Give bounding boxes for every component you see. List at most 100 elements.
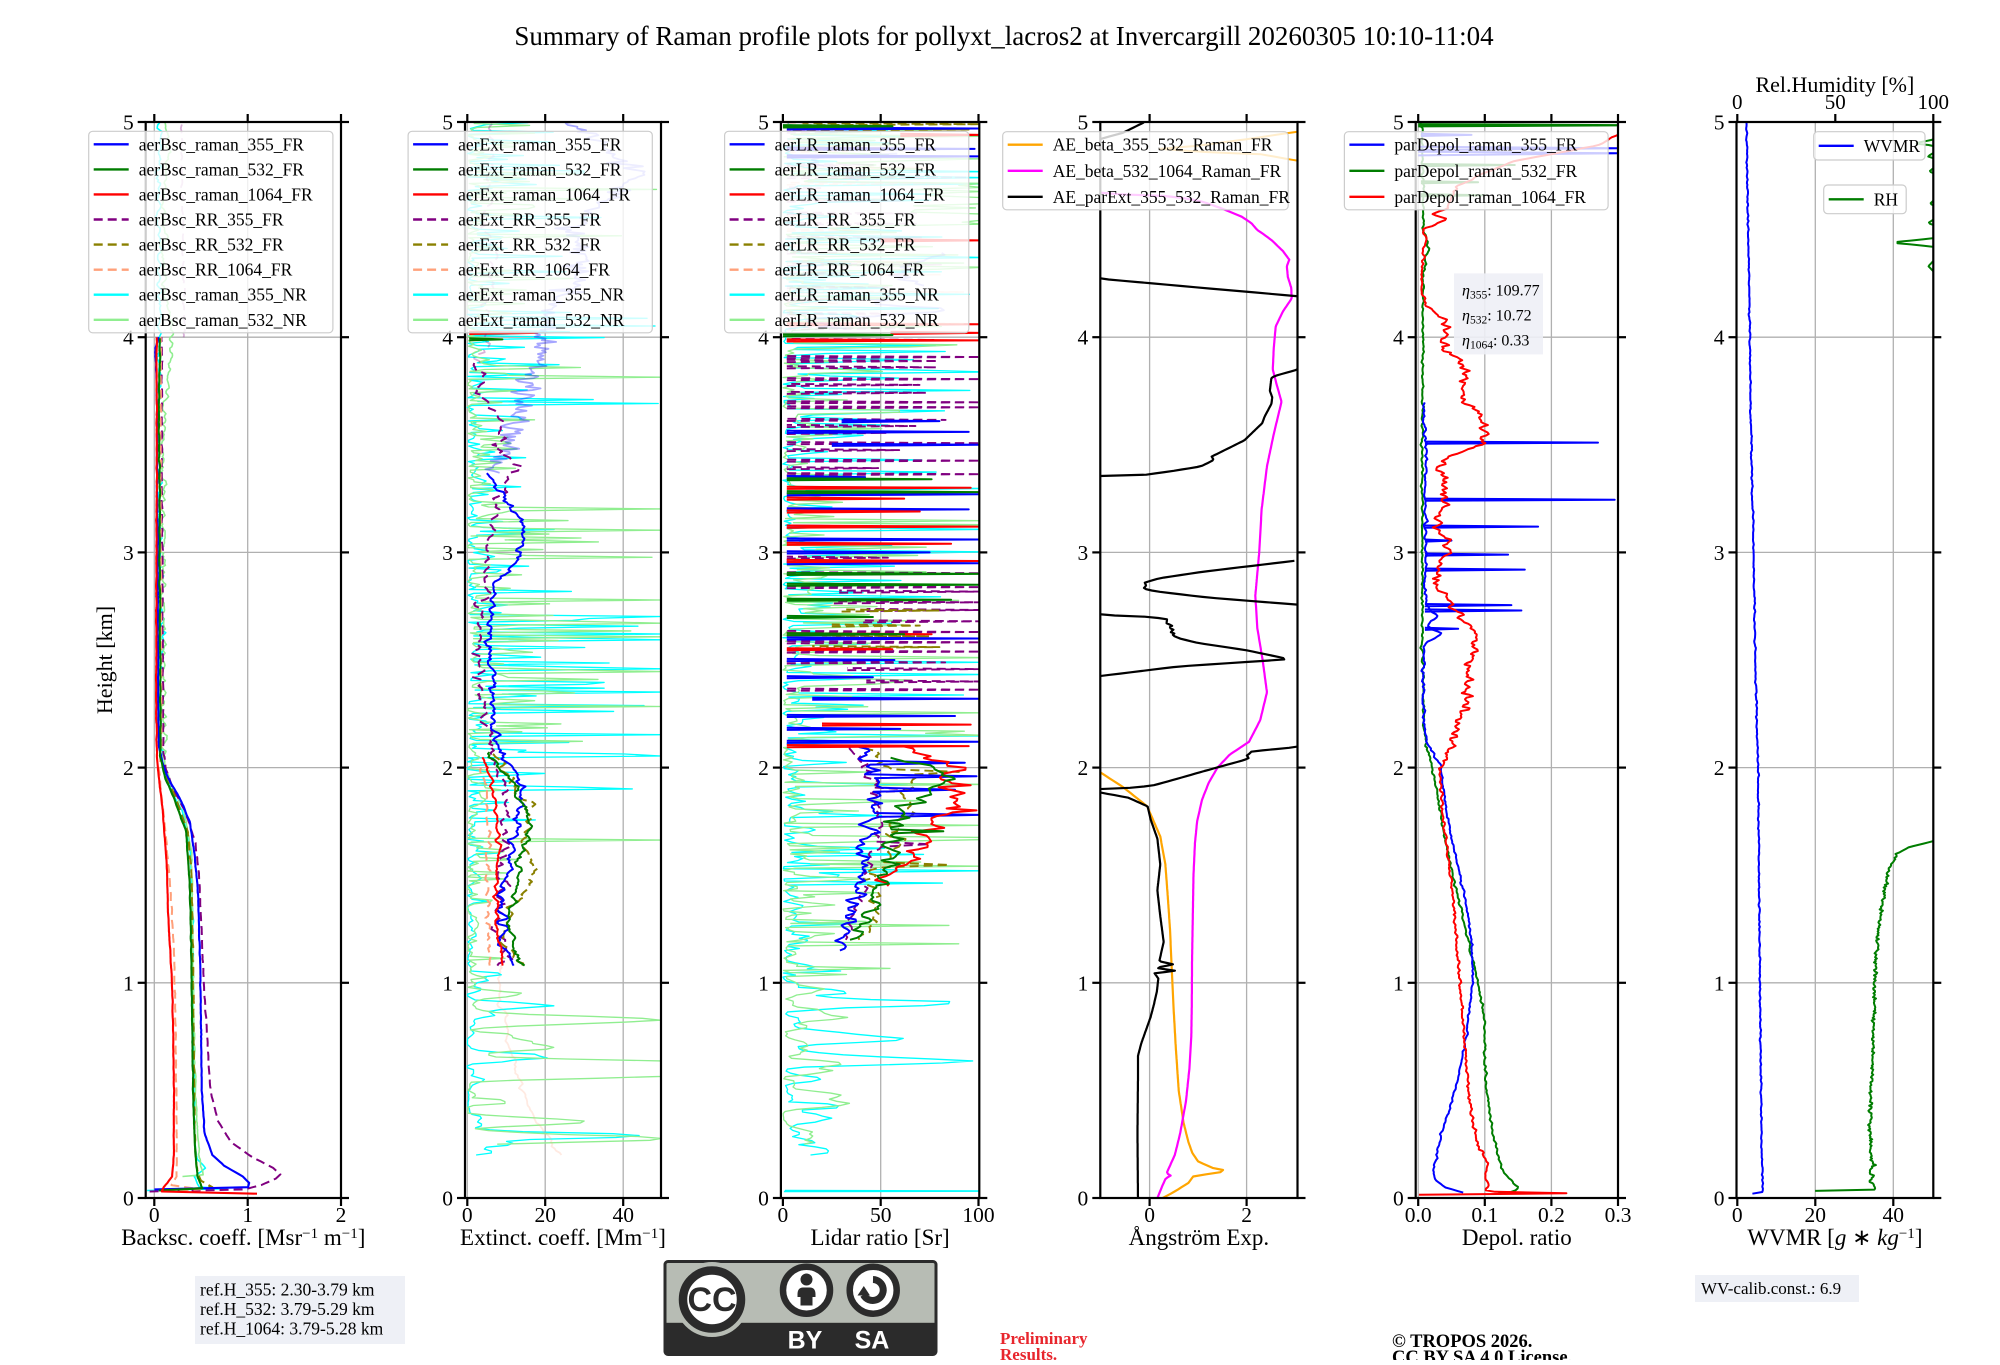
svg-text:aerLR_raman_355_FR: aerLR_raman_355_FR — [775, 134, 937, 154]
svg-text:5: 5 — [1078, 111, 1089, 135]
svg-text:5: 5 — [1714, 111, 1725, 135]
svg-text:4: 4 — [442, 326, 453, 350]
svg-text:2: 2 — [123, 756, 134, 780]
svg-text:aerExt_RR_532_FR: aerExt_RR_532_FR — [458, 235, 601, 255]
svg-text:0: 0 — [442, 1187, 453, 1211]
svg-text:1: 1 — [123, 971, 134, 995]
svg-text:aerLR_RR_1064_FR: aerLR_RR_1064_FR — [775, 260, 925, 280]
svg-text:parDepol_raman_532_FR: parDepol_raman_532_FR — [1394, 161, 1577, 181]
svg-text:aerLR_raman_532_NR: aerLR_raman_532_NR — [775, 310, 940, 330]
svg-text:η355: 109.77: η355: 109.77 — [1462, 283, 1540, 302]
svg-text:Preliminary: Preliminary — [1000, 1329, 1088, 1348]
svg-text:aerExt_RR_1064_FR: aerExt_RR_1064_FR — [458, 260, 610, 280]
svg-text:CC BY SA 4.0 License.: CC BY SA 4.0 License. — [1392, 1348, 1572, 1360]
svg-text:4: 4 — [758, 326, 769, 350]
svg-text:1: 1 — [442, 971, 453, 995]
svg-text:Depol. ratio: Depol. ratio — [1462, 1225, 1572, 1250]
svg-text:0.1: 0.1 — [1471, 1203, 1498, 1227]
svg-text:Height [km]: Height [km] — [92, 606, 117, 714]
svg-text:aerBsc_raman_1064_FR: aerBsc_raman_1064_FR — [139, 184, 313, 204]
svg-text:aerBsc_RR_355_FR: aerBsc_RR_355_FR — [139, 210, 284, 230]
svg-text:0: 0 — [758, 1187, 769, 1211]
svg-text:Ångström Exp.: Ångström Exp. — [1129, 1225, 1270, 1250]
svg-text:1: 1 — [1078, 971, 1089, 995]
svg-text:parDepol_raman_355_FR: parDepol_raman_355_FR — [1394, 135, 1577, 155]
svg-text:5: 5 — [123, 111, 134, 135]
svg-text:5: 5 — [1393, 111, 1404, 135]
svg-text:Results.: Results. — [1000, 1345, 1057, 1360]
svg-text:40: 40 — [1883, 1203, 1905, 1227]
svg-text:2: 2 — [442, 756, 453, 780]
svg-text:2: 2 — [1393, 756, 1404, 780]
svg-text:5: 5 — [442, 111, 453, 135]
svg-text:3: 3 — [1078, 541, 1089, 565]
svg-text:3: 3 — [442, 541, 453, 565]
svg-text:BY: BY — [788, 1327, 823, 1355]
svg-text:aerBsc_RR_1064_FR: aerBsc_RR_1064_FR — [139, 260, 293, 280]
svg-text:SA: SA — [855, 1327, 890, 1355]
svg-text:20: 20 — [534, 1203, 556, 1227]
svg-text:0: 0 — [1732, 1203, 1743, 1227]
svg-text:50: 50 — [1825, 90, 1846, 114]
svg-text:aerLR_raman_1064_FR: aerLR_raman_1064_FR — [775, 184, 945, 204]
svg-text:ref.H_532: 3.79-5.29 km: ref.H_532: 3.79-5.29 km — [200, 1299, 375, 1319]
svg-text:aerBsc_raman_355_NR: aerBsc_raman_355_NR — [139, 285, 307, 305]
svg-text:Extinct. coeff. [Mm−1]: Extinct. coeff. [Mm−1] — [460, 1225, 666, 1250]
svg-text:0: 0 — [1393, 1187, 1404, 1211]
svg-text:aerLR_raman_532_FR: aerLR_raman_532_FR — [775, 159, 937, 179]
svg-text:2: 2 — [1241, 1203, 1252, 1227]
svg-text:CC: CC — [687, 1281, 736, 1319]
svg-text:0: 0 — [149, 1203, 160, 1227]
svg-text:3: 3 — [1393, 541, 1404, 565]
svg-text:2: 2 — [336, 1203, 347, 1227]
svg-text:0: 0 — [123, 1187, 134, 1211]
svg-text:aerExt_raman_355_FR: aerExt_raman_355_FR — [458, 134, 622, 154]
svg-text:0.2: 0.2 — [1538, 1203, 1565, 1227]
svg-text:0.0: 0.0 — [1405, 1203, 1432, 1227]
svg-text:5: 5 — [758, 111, 769, 135]
svg-text:50: 50 — [870, 1203, 892, 1227]
svg-text:AE_beta_532_1064_Raman_FR: AE_beta_532_1064_Raman_FR — [1053, 161, 1282, 181]
svg-text:aerBsc_raman_355_FR: aerBsc_raman_355_FR — [139, 134, 305, 154]
svg-text:aerBsc_raman_532_FR: aerBsc_raman_532_FR — [139, 159, 305, 179]
svg-text:40: 40 — [612, 1203, 634, 1227]
svg-text:0: 0 — [1078, 1187, 1089, 1211]
svg-text:4: 4 — [1393, 326, 1404, 350]
svg-text:η532: 10.72: η532: 10.72 — [1462, 308, 1532, 327]
svg-text:4: 4 — [123, 326, 134, 350]
svg-text:RH: RH — [1874, 189, 1899, 209]
svg-text:1: 1 — [758, 971, 769, 995]
svg-text:20: 20 — [1805, 1203, 1827, 1227]
svg-text:2: 2 — [1714, 756, 1725, 780]
svg-text:4: 4 — [1078, 326, 1089, 350]
svg-text:aerBsc_raman_532_NR: aerBsc_raman_532_NR — [139, 310, 307, 330]
svg-text:4: 4 — [1714, 326, 1725, 350]
svg-text:AE_parExt_355_532_Raman_FR: AE_parExt_355_532_Raman_FR — [1053, 187, 1291, 207]
svg-text:aerLR_raman_355_NR: aerLR_raman_355_NR — [775, 285, 940, 305]
svg-text:aerExt_raman_532_NR: aerExt_raman_532_NR — [458, 310, 625, 330]
svg-text:0: 0 — [1732, 90, 1743, 114]
svg-text:WVMR [g ∗ kg−1]: WVMR [g ∗ kg−1] — [1747, 1225, 1922, 1250]
svg-text:1: 1 — [242, 1203, 253, 1227]
svg-text:aerExt_RR_355_FR: aerExt_RR_355_FR — [458, 210, 601, 230]
svg-text:Lidar ratio [Sr]: Lidar ratio [Sr] — [810, 1225, 949, 1250]
svg-text:aerExt_raman_355_NR: aerExt_raman_355_NR — [458, 285, 625, 305]
svg-text:Summary of Raman profile plots: Summary of Raman profile plots for polly… — [514, 21, 1494, 51]
svg-text:Rel.Humidity [%]: Rel.Humidity [%] — [1755, 72, 1914, 97]
svg-text:AE_beta_355_532_Raman_FR: AE_beta_355_532_Raman_FR — [1053, 135, 1273, 155]
svg-text:0: 0 — [462, 1203, 473, 1227]
svg-text:aerLR_RR_532_FR: aerLR_RR_532_FR — [775, 235, 916, 255]
svg-text:0: 0 — [1144, 1203, 1155, 1227]
svg-text:2: 2 — [758, 756, 769, 780]
svg-text:aerLR_RR_355_FR: aerLR_RR_355_FR — [775, 210, 916, 230]
svg-text:3: 3 — [123, 541, 134, 565]
svg-text:WVMR: WVMR — [1864, 136, 1921, 156]
svg-text:0: 0 — [1714, 1187, 1725, 1211]
svg-text:2: 2 — [1078, 756, 1089, 780]
svg-text:aerExt_raman_532_FR: aerExt_raman_532_FR — [458, 159, 622, 179]
svg-text:Backsc. coeff. [Msr−1 m−1]: Backsc. coeff. [Msr−1 m−1] — [121, 1225, 365, 1250]
svg-text:aerBsc_RR_532_FR: aerBsc_RR_532_FR — [139, 235, 284, 255]
svg-text:0.3: 0.3 — [1605, 1203, 1632, 1227]
svg-text:3: 3 — [1714, 541, 1725, 565]
svg-text:100: 100 — [962, 1203, 994, 1227]
